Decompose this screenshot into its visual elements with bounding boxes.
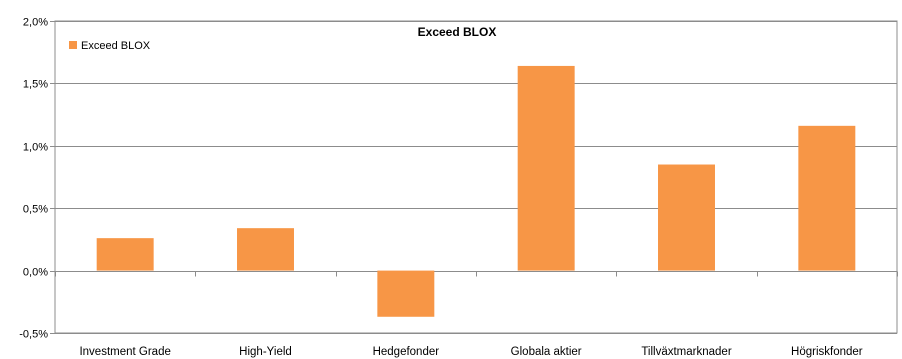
y-tick-label: 1,5%: [23, 79, 48, 91]
gridlines: [55, 21, 897, 334]
x-tick-label: Hedgefonder: [373, 346, 440, 358]
x-tick-label: High-Yield: [239, 346, 292, 358]
bar-tillväxtmarknader: [658, 164, 715, 271]
x-tick-label: Tillväxtmarknader: [641, 346, 731, 358]
bar-globala-aktier: [517, 65, 575, 271]
bar-hedgefonder: [377, 270, 435, 317]
y-tick-label: -0,5%: [19, 329, 48, 341]
labels: 2,0% 1,5% 1,0% 0,5% 0,0% -0,5% Investment Grad…: [19, 17, 863, 359]
y-tick-label: 0,0%: [23, 267, 48, 279]
bar-high-yield: [237, 228, 294, 271]
y-tick-label: 1,0%: [23, 142, 48, 154]
legend: Exceed BLOX: [69, 40, 151, 52]
y-tick-label: 2,0%: [23, 17, 48, 29]
bar-högriskfonder: [798, 125, 856, 271]
plot-area-border: [54, 20, 898, 334]
y-tick-label: 0,5%: [23, 204, 48, 216]
legend-label: Exceed BLOX: [81, 40, 151, 52]
chart-title: Exceed BLOX: [418, 25, 497, 39]
x-tick-label: Högriskfonder: [791, 346, 863, 358]
bar-investment-grade: [96, 238, 154, 271]
x-tick-label: Globala aktier: [511, 346, 582, 358]
legend-swatch: [69, 41, 77, 49]
x-tick-label: Investment Grade: [79, 346, 170, 358]
bars: [96, 65, 856, 317]
axes: [50, 20, 898, 334]
